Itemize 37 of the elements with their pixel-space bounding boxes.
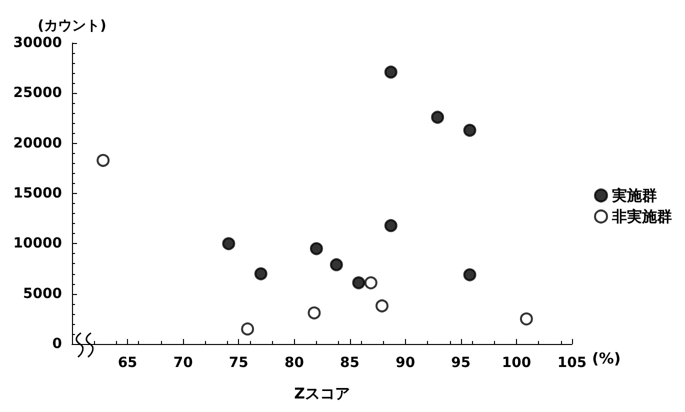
y-tick-label: 5000 [23,286,62,302]
point [463,268,476,282]
point [310,242,323,256]
x-tick-label: 80 [284,355,304,371]
x-tick-label: 100 [502,355,532,371]
point [330,258,343,272]
point [254,267,268,280]
point [96,154,110,167]
point [308,306,321,320]
x-tick-label: 95 [451,355,471,371]
x-tick-label: 90 [396,355,416,371]
point [241,322,254,336]
y-tick-label: 10000 [13,236,62,252]
x-tick-label: 75 [228,355,248,371]
point [463,124,476,137]
y-tick-label: 0 [52,336,62,352]
point [222,237,236,250]
y-tick-label: 30000 [13,35,62,51]
point [376,299,388,312]
point [364,276,378,290]
legend-label: 実施群 [611,186,657,204]
y-tick-label: 20000 [13,135,62,152]
x-tick-label: 65 [118,355,138,371]
y-tick-label: 15000 [13,186,62,202]
point [384,219,398,232]
point [520,312,533,326]
point [384,66,398,79]
text: (%) [592,350,621,368]
y-axis-title: (カウント) [38,18,106,34]
point [431,110,444,124]
x-axis-title: Zスコア [294,384,350,402]
x-tick-label: 105 [557,355,587,371]
legend-label: 非実施群 [611,208,672,226]
x-tick-label: 85 [340,355,360,371]
point [352,276,366,290]
y-tick-label: 25000 [13,85,62,102]
x-tick-label: 70 [173,355,194,371]
